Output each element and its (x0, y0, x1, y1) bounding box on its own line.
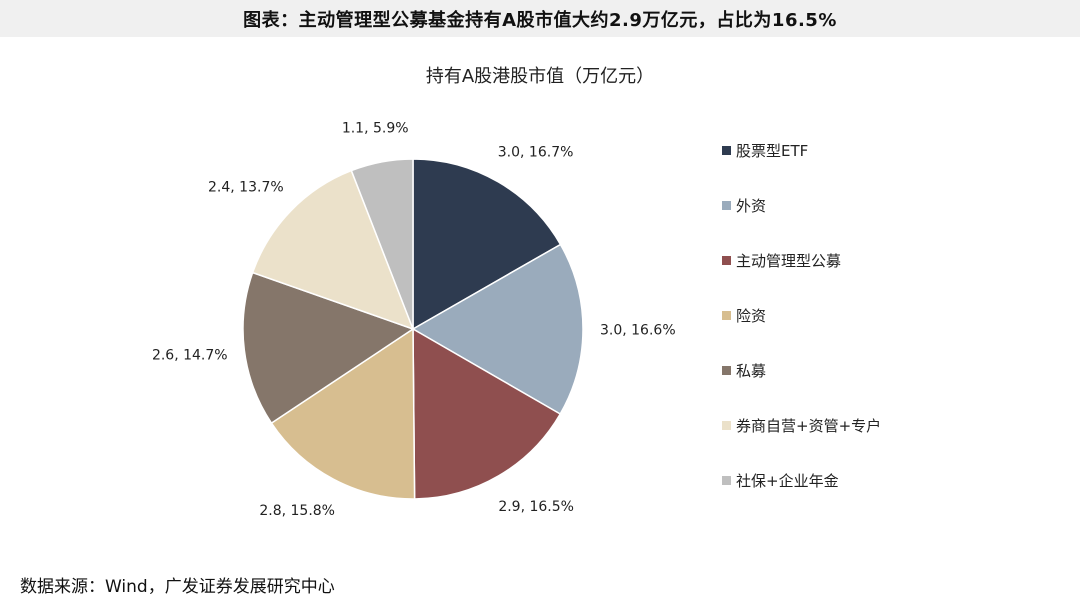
pie-slice-4 (270, 327, 416, 500)
pie-slice-5 (242, 271, 415, 425)
legend-item: 券商自营+资管+专户 (722, 415, 881, 435)
pie-slice-label-6: 2.4, 13.7% (208, 179, 284, 195)
pie-slice-label-1: 3.0, 16.7% (498, 145, 574, 161)
legend-item: 险资 (722, 305, 766, 325)
header-title: 图表：主动管理型公募基金持有A股市值大约2.9万亿元，占比为16.5% (243, 9, 837, 31)
pie-slice-label-7: 1.1, 5.9% (342, 121, 409, 137)
legend-swatch (722, 420, 731, 430)
pie-slice-label-5: 2.6, 14.7% (152, 347, 228, 363)
pie-slice-label-3: 2.9, 16.5% (498, 499, 574, 515)
pie-slice-label-4: 2.8, 15.8% (259, 503, 335, 519)
chart-title: 持有A股港股市值（万亿元） (425, 66, 655, 87)
pie-slice-3 (412, 327, 562, 500)
legend-label: 私募 (736, 361, 767, 380)
legend-item: 主动管理型公募 (722, 250, 841, 270)
legend-label: 外资 (736, 196, 767, 215)
legend-label: 险资 (736, 306, 767, 325)
legend-item: 股票型ETF (722, 140, 808, 160)
legend-item: 私募 (722, 360, 766, 380)
legend-item: 外资 (722, 195, 766, 215)
legend-swatch (722, 475, 731, 485)
legend-swatch (722, 255, 731, 265)
legend-label: 社保+企业年金 (736, 471, 839, 490)
legend-swatch (722, 145, 731, 155)
pie-slice-1 (412, 158, 562, 331)
header-bar: 图表：主动管理型公募基金持有A股市值大约2.9万亿元，占比为16.5% (0, 0, 1080, 37)
source-note: 数据来源：Wind，广发证券发展研究中心 (20, 577, 335, 597)
pie-slice-6 (251, 169, 415, 331)
legend-item: 社保+企业年金 (722, 470, 839, 490)
legend-label: 股票型ETF (736, 141, 809, 160)
pie-slice-label-2: 3.0, 16.6% (600, 322, 676, 338)
legend-label: 主动管理型公募 (736, 251, 842, 270)
legend-label: 券商自营+资管+专户 (736, 416, 882, 435)
legend-swatch (722, 365, 731, 375)
pie-slice-7 (350, 158, 414, 330)
legend-swatch (722, 200, 731, 210)
pie-slice-2 (411, 243, 584, 416)
legend-swatch (722, 310, 731, 320)
